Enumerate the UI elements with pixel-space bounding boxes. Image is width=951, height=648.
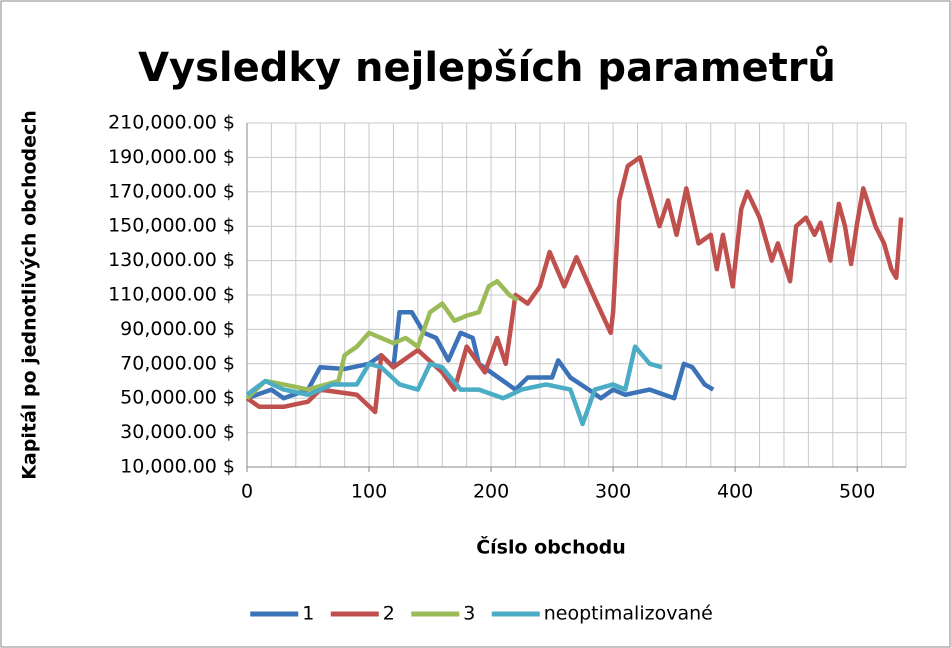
y-axis-title: Kapitál po jednotlivých obchodech [19,110,41,480]
x-tick-label: 100 [351,481,387,503]
y-tick-label: 30,000.00 $ [120,421,235,443]
y-tick-label: 130,000.00 $ [108,249,235,271]
legend-label: 1 [302,603,314,625]
y-tick-label: 110,000.00 $ [108,284,235,306]
y-tick-label: 10,000.00 $ [120,456,235,478]
y-tick-label: 210,000.00 $ [108,112,235,134]
y-tick-label: 50,000.00 $ [120,387,235,409]
series-line [245,278,520,400]
x-axis-title: Číslo obchodu [476,535,626,559]
y-tick-label: 170,000.00 $ [108,180,235,202]
legend-label: 3 [463,603,475,625]
y-tick-label: 70,000.00 $ [120,352,235,374]
x-tick-label: 200 [473,481,509,503]
x-tick-label: 0 [241,481,253,503]
y-tick-label: 90,000.00 $ [120,318,235,340]
chart-title: Vysledky nejlepších parametrů [138,44,836,91]
series-line [245,344,663,427]
y-tick-label: 150,000.00 $ [108,215,235,237]
y-tick-label: 190,000.00 $ [108,146,235,168]
x-tick-label: 300 [595,481,631,503]
x-tick-label: 400 [717,481,753,503]
legend-label: neoptimalizované [544,603,713,625]
x-tick-label: 500 [839,481,875,503]
legend-label: 2 [383,603,395,625]
